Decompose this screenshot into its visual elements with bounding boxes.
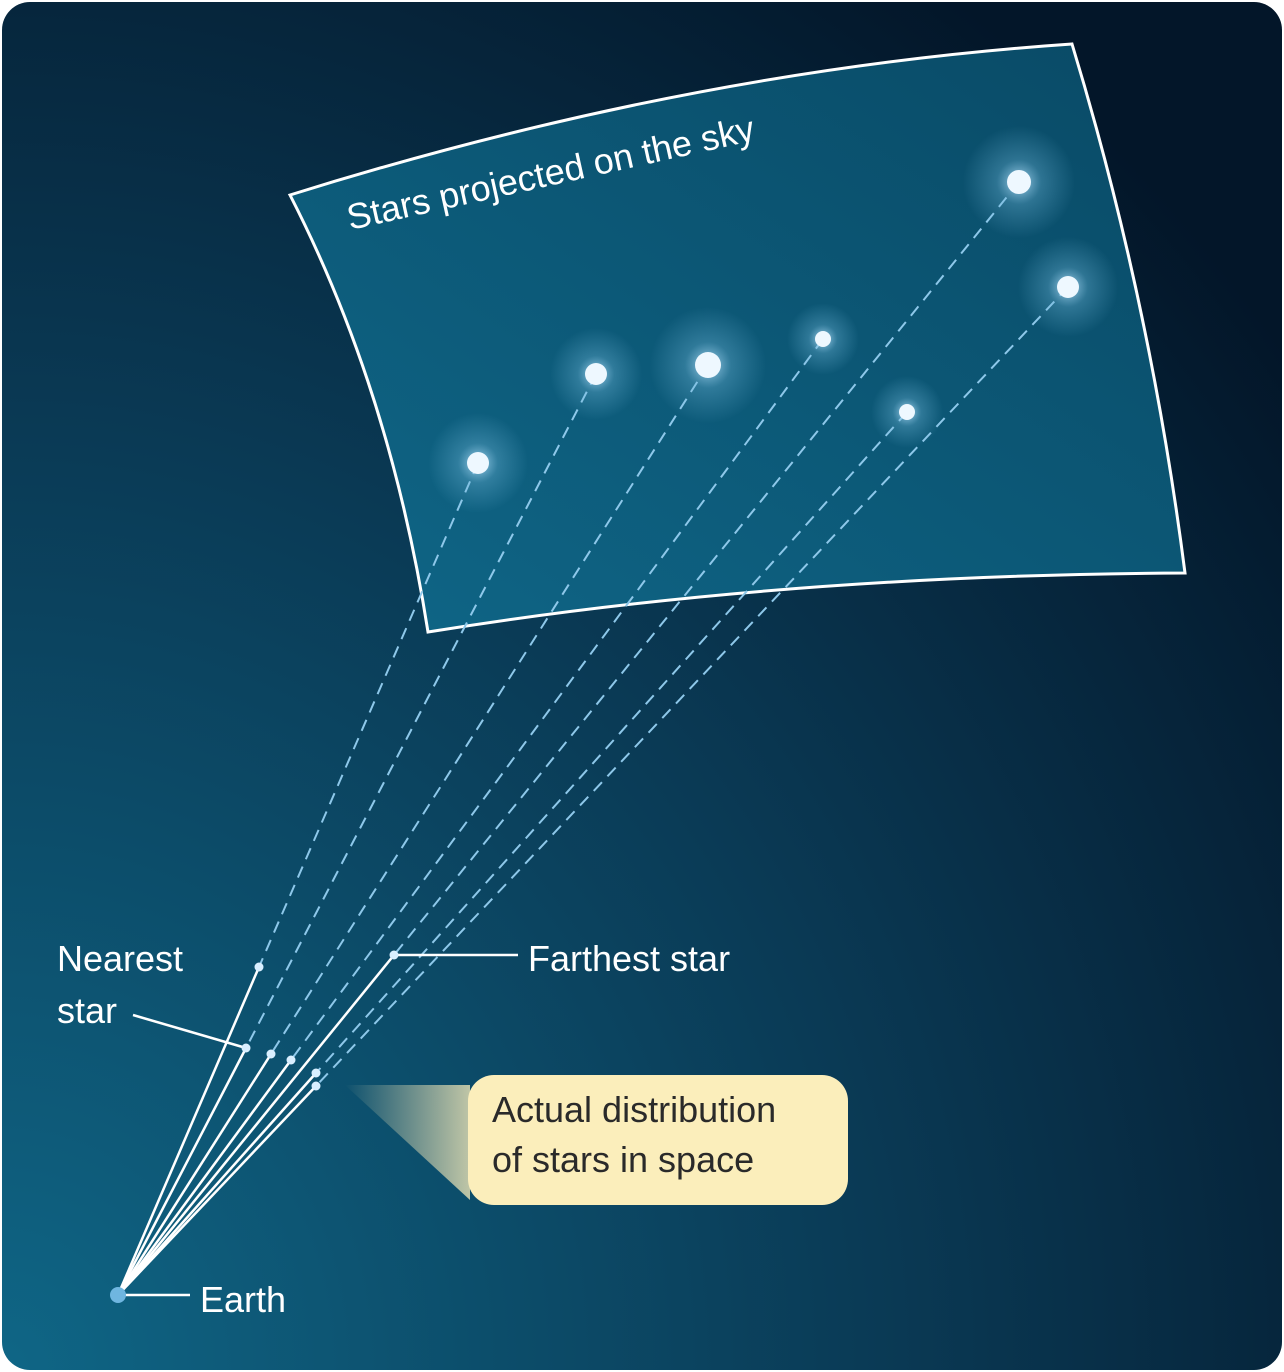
- projected-stars: [428, 126, 1118, 513]
- callout-text: of stars in space: [492, 1139, 754, 1180]
- callout-box: [468, 1075, 848, 1205]
- earth-label: Earth: [200, 1279, 286, 1320]
- sight-line: [117, 1072, 317, 1296]
- projection-line: [245, 373, 597, 1049]
- star: [899, 404, 915, 420]
- space-star: [254, 962, 264, 972]
- star: [467, 452, 489, 474]
- projection-line: [393, 181, 1020, 956]
- space-star: [311, 1081, 321, 1091]
- sight-line: [116, 1047, 248, 1296]
- farthest-star-label: Farthest star: [528, 938, 730, 979]
- space-stars: [241, 950, 399, 1091]
- nearest-star-label: Nearest: [57, 938, 183, 979]
- sight-line: [116, 1053, 273, 1296]
- nearest-star-label: star: [57, 990, 117, 1031]
- projection-line: [315, 411, 908, 1074]
- projection-line: [290, 338, 824, 1061]
- projection-line: [315, 286, 1069, 1087]
- space-star: [241, 1043, 251, 1053]
- space-star: [286, 1055, 296, 1065]
- space-star: [389, 950, 399, 960]
- space-star: [311, 1068, 321, 1078]
- sight-line: [116, 1059, 293, 1296]
- callout-pointer: [345, 1085, 470, 1200]
- sight-line: [116, 966, 261, 1296]
- space-star: [266, 1049, 276, 1059]
- sight-line: [117, 954, 395, 1296]
- leader-line: [132, 1013, 247, 1050]
- projection-line: [270, 364, 709, 1055]
- star: [815, 331, 831, 347]
- sight-line: [117, 1085, 317, 1296]
- sight-lines: [116, 953, 518, 1297]
- star: [585, 363, 607, 385]
- star: [695, 352, 721, 378]
- star: [1057, 276, 1079, 298]
- earth: [110, 1287, 126, 1303]
- projection-lines: [245, 181, 1069, 1087]
- callout-text: Actual distribution: [492, 1089, 776, 1130]
- projection-line: [258, 462, 479, 968]
- star: [1007, 170, 1031, 194]
